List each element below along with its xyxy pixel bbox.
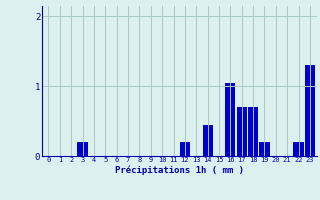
- Bar: [236, 107, 247, 156]
- Bar: [77, 142, 88, 156]
- Bar: [225, 83, 236, 156]
- X-axis label: Précipitations 1h ( mm ): Précipitations 1h ( mm ): [115, 165, 244, 175]
- Bar: [293, 142, 304, 156]
- Bar: [260, 142, 270, 156]
- Bar: [203, 125, 213, 156]
- Bar: [305, 65, 315, 156]
- Bar: [248, 107, 258, 156]
- Bar: [180, 142, 190, 156]
